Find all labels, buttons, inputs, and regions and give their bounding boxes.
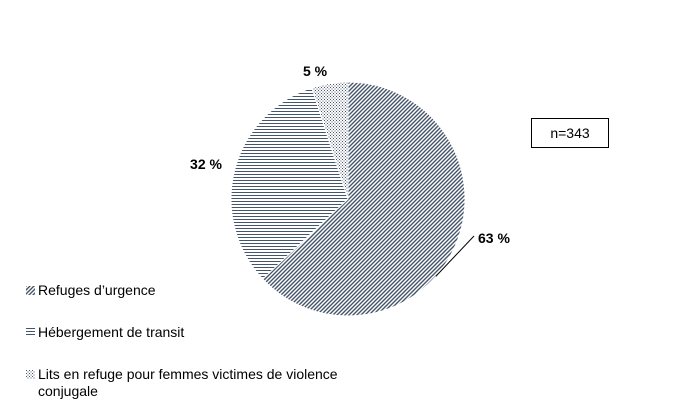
- legend-item-refuges-urgence: Refuges d’urgence: [26, 282, 156, 299]
- legend-item-hebergement-transit: Hébergement de transit: [26, 324, 184, 341]
- pie-slice-2: [311, 81, 349, 200]
- pie-slice-0: [262, 81, 466, 317]
- leader-line-0: [435, 235, 475, 277]
- legend-label: Hébergement de transit: [38, 324, 185, 340]
- sample-size-annotation: n=343: [531, 118, 609, 148]
- legend-label: Refuges d’urgence: [38, 282, 156, 298]
- legend-label: Lits en refuge pour femmes victimes de v…: [38, 366, 338, 399]
- legend-item-lits-refuge: Lits en refuge pour femmes victimes de v…: [26, 366, 338, 400]
- data-label-0: 63 %: [478, 230, 510, 246]
- legend-swatch-diagonal: [26, 286, 35, 295]
- pie-slice-1: [230, 87, 349, 280]
- data-label-1: 32 %: [190, 156, 222, 172]
- data-label-2: 5 %: [303, 63, 328, 79]
- legend-swatch-horizontal: [26, 328, 35, 337]
- legend-swatch-dots: [26, 370, 35, 379]
